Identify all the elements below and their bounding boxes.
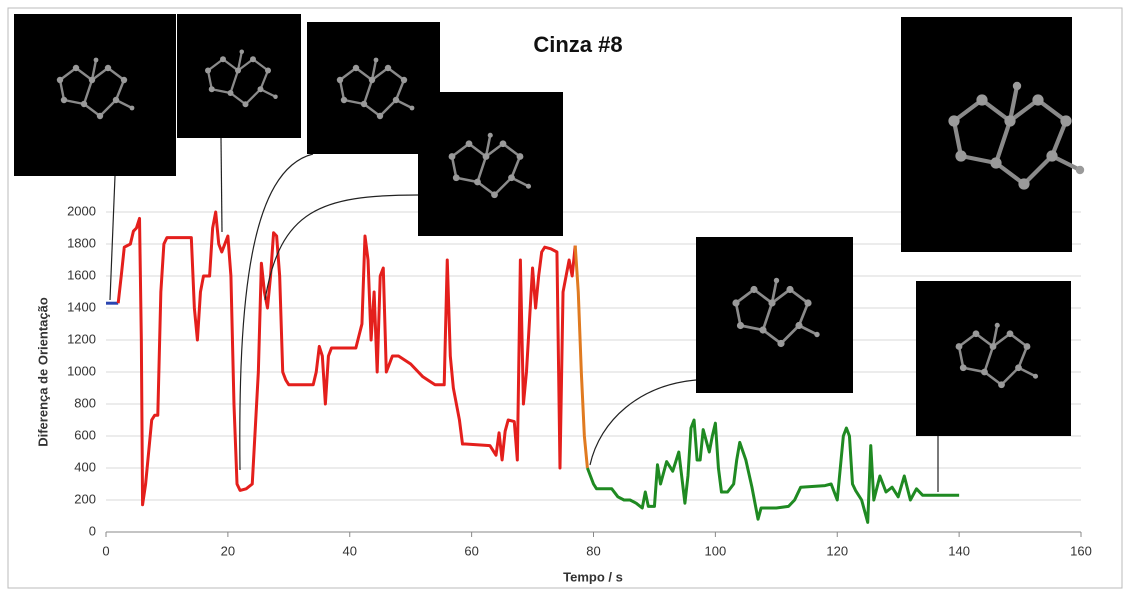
y-tick-label: 1000 — [67, 363, 96, 378]
x-tick-label: 60 — [464, 543, 478, 558]
x-tick-label: 0 — [102, 543, 109, 558]
y-tick-label: 1400 — [67, 299, 96, 314]
chart: 0 200 400 600 800 1000 1200 1400 1600 1800 2000 0 20… — [0, 0, 1130, 592]
x-tick-label: 100 — [705, 543, 727, 558]
y-tick-label: 400 — [74, 459, 96, 474]
y-tick-label: 200 — [74, 491, 96, 506]
chart-title: Cinza #8 — [533, 32, 622, 57]
x-axis-title: Tempo / s — [563, 569, 623, 584]
x-tick-label: 40 — [343, 543, 357, 558]
structure-insets — [14, 14, 1084, 436]
data-line — [118, 212, 575, 505]
x-tick-label: 120 — [826, 543, 848, 558]
y-tick-label: 1200 — [67, 331, 96, 346]
data-line — [587, 420, 959, 522]
data-line — [575, 246, 587, 468]
x-tick-label: 20 — [221, 543, 235, 558]
y-tick-label: 1800 — [67, 235, 96, 250]
y-tick-label: 0 — [89, 523, 96, 538]
y-tick-label: 2000 — [67, 203, 96, 218]
y-tick-label: 800 — [74, 395, 96, 410]
y-tick-label: 1600 — [67, 267, 96, 282]
x-tick-label: 80 — [586, 543, 600, 558]
y-axis-title: Diferença de Orientação — [35, 297, 50, 447]
x-tick-label: 140 — [948, 543, 970, 558]
x-tick-label: 160 — [1070, 543, 1092, 558]
y-tick-label: 600 — [74, 427, 96, 442]
